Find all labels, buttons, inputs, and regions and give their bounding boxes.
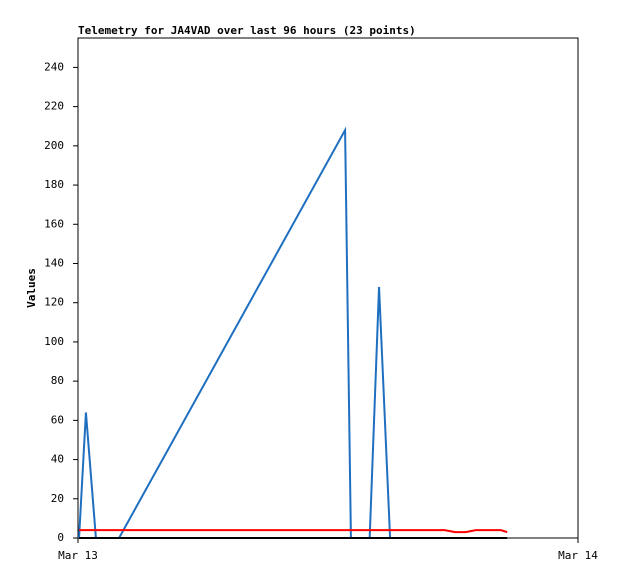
y-tick-label: 100: [44, 335, 64, 348]
plot-frame: [77, 37, 579, 539]
y-tick-label: 240: [44, 60, 64, 73]
x-tick-label: Mar 13: [58, 549, 98, 562]
y-axis-label: Values: [25, 268, 38, 308]
y-tick-label: 20: [51, 492, 64, 505]
y-tick-label: 140: [44, 256, 64, 269]
chart-title: Telemetry for JA4VAD over last 96 hours …: [78, 24, 416, 37]
y-tick-label: 60: [51, 413, 64, 426]
y-tick-label: 180: [44, 178, 64, 191]
x-tick-label: Mar 14: [558, 549, 598, 562]
series-line: [78, 126, 508, 539]
y-tick-label: 40: [51, 453, 64, 466]
y-tick-label: 220: [44, 100, 64, 113]
y-tick-label: 80: [51, 374, 64, 387]
y-tick-label: 120: [44, 296, 64, 309]
y-tick-label: 0: [57, 531, 64, 544]
series-line: [79, 529, 508, 534]
y-tick-label: 200: [44, 139, 64, 152]
y-tick-label: 160: [44, 217, 64, 230]
